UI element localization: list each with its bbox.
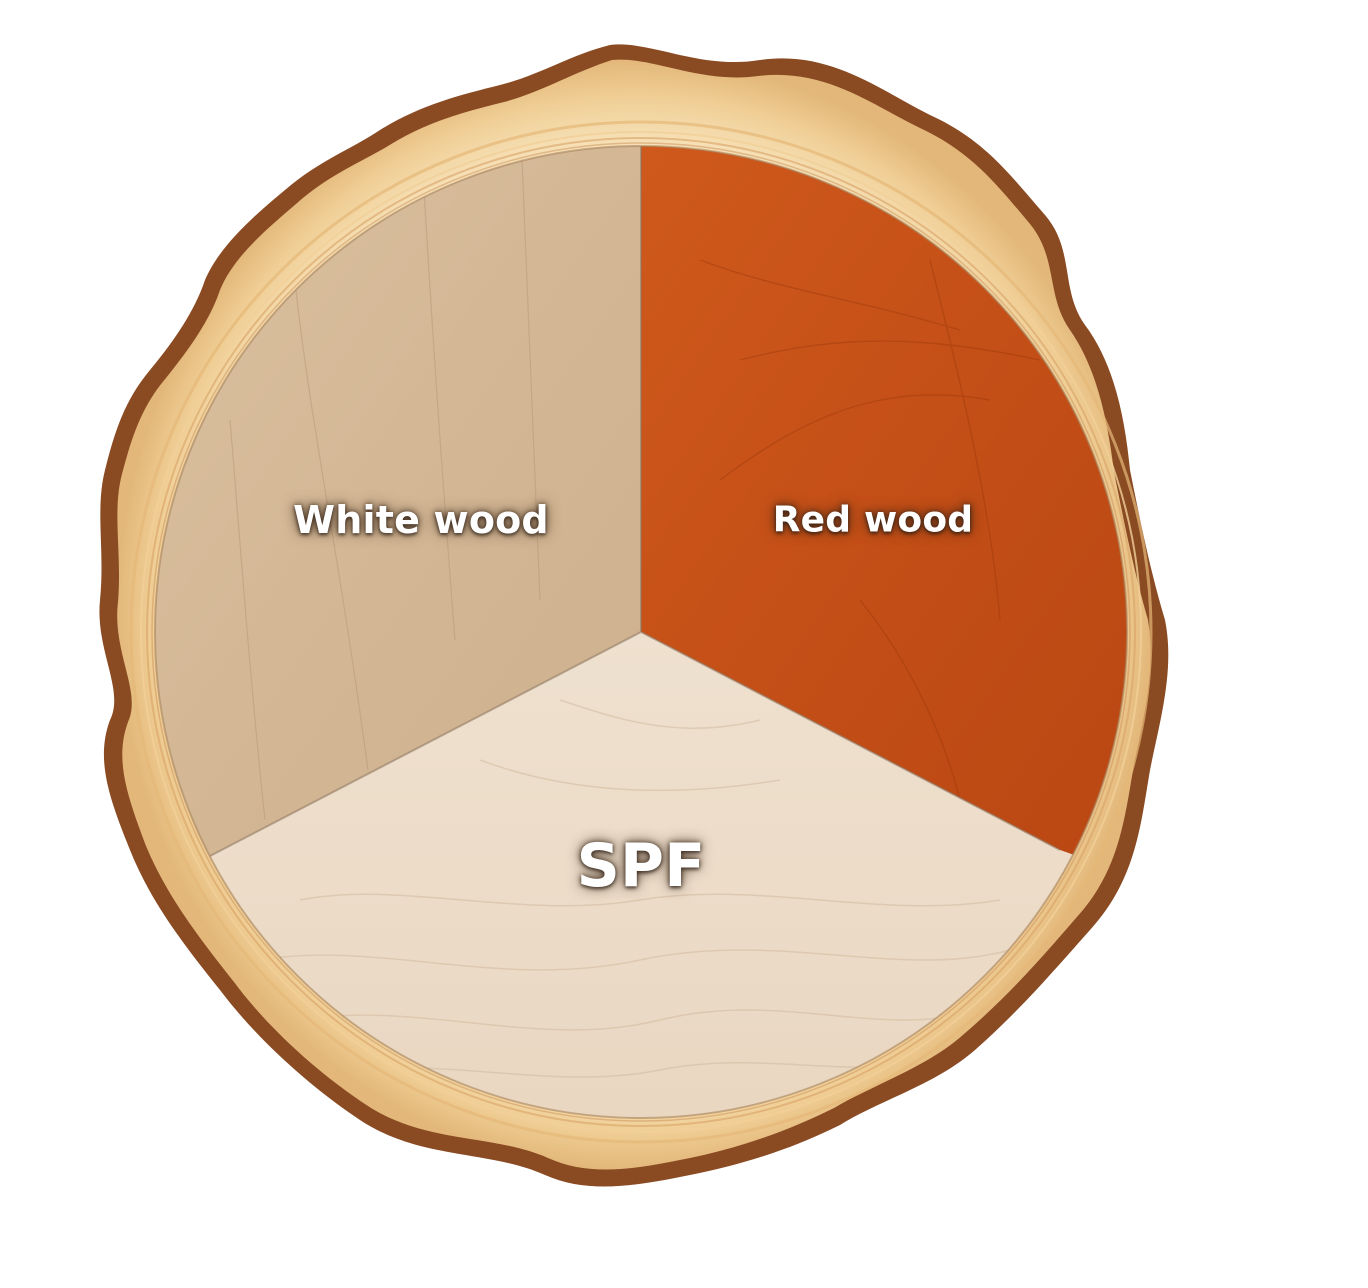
label-white-wood: White wood bbox=[293, 498, 549, 542]
spf-grain bbox=[259, 699, 1011, 1078]
label-spf: SPF bbox=[576, 831, 706, 901]
label-red-wood: Red wood bbox=[772, 499, 974, 541]
segment-dividers bbox=[209, 146, 1061, 857]
inner-disc-edge bbox=[154, 145, 1128, 1119]
red-wood-grain bbox=[699, 259, 1041, 801]
growth-rings bbox=[129, 120, 1153, 1144]
